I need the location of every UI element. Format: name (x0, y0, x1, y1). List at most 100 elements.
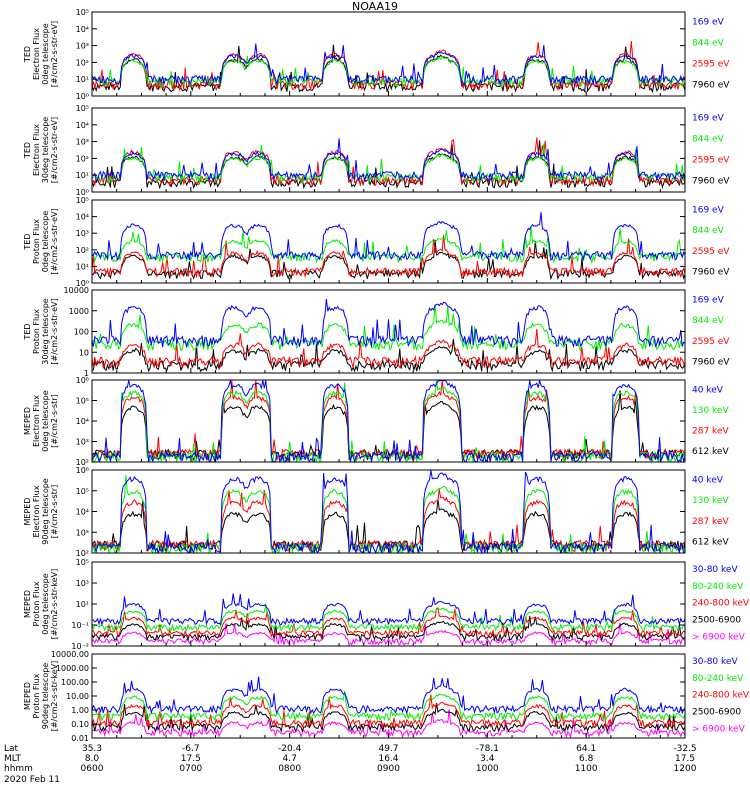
y-tick-label: 10⁵ (76, 104, 89, 113)
y-axis-label: Electron Flux (32, 395, 41, 447)
y-tick-label: 10² (76, 154, 89, 163)
y-tick-label: 1000 (69, 307, 89, 316)
legend-entry: 40 keV (692, 385, 724, 395)
x-tick-mlt: 8.0 (85, 754, 100, 764)
legend-entry: 240-800 keV (692, 691, 750, 701)
x-tick-lat: 64.1 (576, 744, 596, 754)
y-tick-label: 10000 (64, 286, 89, 295)
y-tick-label: 1000.00 (56, 664, 89, 673)
legend-entry: 130 keV (692, 496, 729, 506)
y-tick-label: 10² (76, 549, 89, 558)
x-tick-mlt: 4.7 (283, 754, 297, 764)
x-axis-row-label: hhmm (4, 764, 33, 774)
x-tick-hhmm: 1200 (674, 764, 697, 774)
y-axis-label: 0deg telescope (41, 390, 50, 451)
y-axis-label: TED (23, 233, 32, 250)
legend-entry: 169 eV (692, 295, 725, 305)
y-tick-label: 10⁻¹ (71, 621, 89, 630)
y-tick-label: 10¹ (76, 171, 89, 180)
y-axis-label: [#/cm2-s-str-eV] (50, 298, 59, 364)
x-axis-row-label: 2020 Feb 11 (4, 775, 60, 785)
legend-entry: 2595 eV (692, 337, 730, 347)
y-tick-label: 0.01 (71, 734, 89, 743)
legend-entry: 2595 eV (692, 60, 730, 70)
x-tick-hhmm: 0600 (81, 764, 104, 774)
y-tick-label: 10¹ (76, 262, 89, 271)
y-tick-label: 10⁵ (76, 558, 89, 567)
y-tick-label: 10000.00 (51, 650, 89, 659)
y-tick-label: 10⁵ (76, 487, 89, 496)
x-tick-mlt: 6.8 (579, 754, 594, 764)
y-tick-label: 10⁴ (76, 121, 89, 130)
y-axis-label: MEPED (23, 407, 32, 435)
y-tick-label: 10³ (76, 42, 89, 51)
y-axis-label: 0deg telescope (41, 211, 50, 272)
x-tick-mlt: 3.4 (480, 754, 495, 764)
y-tick-label: 10¹ (76, 600, 89, 609)
legend-entry: 7960 eV (692, 358, 730, 368)
y-tick-label: 10⁵ (76, 196, 89, 205)
legend-entry: 612 keV (692, 447, 729, 457)
legend-entry: 169 eV (692, 114, 725, 124)
y-tick-label: 10⁰ (76, 279, 89, 288)
series-line-1 (91, 390, 686, 463)
panel-7: 10⁵ 10³ 10¹ 10⁻¹ 10⁻² MEPED Proton Flux 0deg te… (23, 558, 750, 651)
y-axis-label: [#/cm2-s-str] (50, 485, 59, 538)
x-tick-mlt: 17.5 (675, 754, 695, 764)
y-tick-label: 100 (74, 328, 89, 337)
series-line-4 (91, 43, 686, 87)
y-axis-label: [#/cm2-s-str-eV] (50, 208, 59, 274)
y-tick-label: 10⁴ (76, 508, 89, 517)
series-line-4 (91, 212, 686, 262)
panel-4: 10000 1000 100 10 1 TED Proton Flux 30deg teles… (23, 286, 730, 378)
legend-entry: 169 eV (692, 18, 725, 28)
panel-3: 10⁵ 10⁴ 10³ 10² 10¹ 10⁰ TED Proton Flux 0deg tel… (23, 196, 730, 288)
x-tick-lat: 49.7 (378, 744, 398, 754)
y-axis-label: [#/cm2-s-str-eV] (50, 21, 59, 87)
y-axis-label: Electron Flux (32, 124, 41, 176)
y-tick-label: 0.10 (71, 720, 89, 729)
series-line-4 (91, 138, 686, 182)
y-tick-label: 1.00 (71, 706, 89, 715)
legend-entry: 2595 eV (692, 156, 730, 166)
y-tick-label: 10⁰ (76, 92, 89, 101)
panel-5: 10⁶ 10⁵ 10⁴ 10³ 10² MEPED Electron Flux 0deg te… (23, 376, 729, 467)
legend-entry: 7960 eV (692, 268, 730, 278)
x-tick-hhmm: 0800 (278, 764, 301, 774)
legend-entry: 80-240 keV (692, 582, 744, 592)
legend-entry: 844 eV (692, 135, 725, 145)
series-line-3 (91, 303, 686, 353)
y-tick-label: 10² (76, 58, 89, 67)
legend-entry: 844 eV (692, 316, 725, 326)
y-tick-label: 10⁵ (76, 397, 89, 406)
series-line-2 (91, 40, 686, 92)
series-line-5 (91, 593, 686, 627)
y-axis-label: [#/cm2-s-str] (50, 394, 59, 447)
y-tick-label: 100.00 (61, 678, 89, 687)
x-tick-hhmm: 1000 (476, 764, 499, 774)
y-tick-label: 10⁴ (76, 213, 89, 222)
x-tick-hhmm: 0700 (179, 764, 202, 774)
y-axis-label: [#/cm2-s-str-eV] (50, 117, 59, 183)
legend-entry: 287 keV (692, 426, 729, 436)
y-tick-label: 10⁵ (76, 8, 89, 17)
legend-entry: > 6900 keV (692, 724, 746, 734)
y-axis-label: TED (23, 142, 32, 159)
y-tick-label: 10⁶ (76, 466, 89, 475)
legend-entry: 287 keV (692, 517, 729, 527)
y-tick-label: 10 (79, 348, 89, 357)
series-line-1 (91, 44, 686, 94)
y-axis-label: Proton Flux (32, 673, 41, 718)
legend-entry: 7960 eV (692, 177, 730, 187)
legend-entry: 130 keV (692, 406, 729, 416)
y-tick-label: 10² (76, 246, 89, 255)
series-line-3 (91, 55, 686, 89)
legend-entry: 2500-6900 (692, 707, 741, 717)
y-axis-label: TED (23, 323, 32, 340)
legend-entry: 844 eV (692, 39, 725, 49)
panel-6: 10⁶ 10⁵ 10⁴ 10³ 10² MEPED Electron Flux 90deg t… (23, 466, 729, 558)
legend-entry: 30-80 keV (692, 565, 738, 575)
y-tick-label: 10⁻² (71, 642, 89, 651)
x-tick-hhmm: 0900 (377, 764, 400, 774)
